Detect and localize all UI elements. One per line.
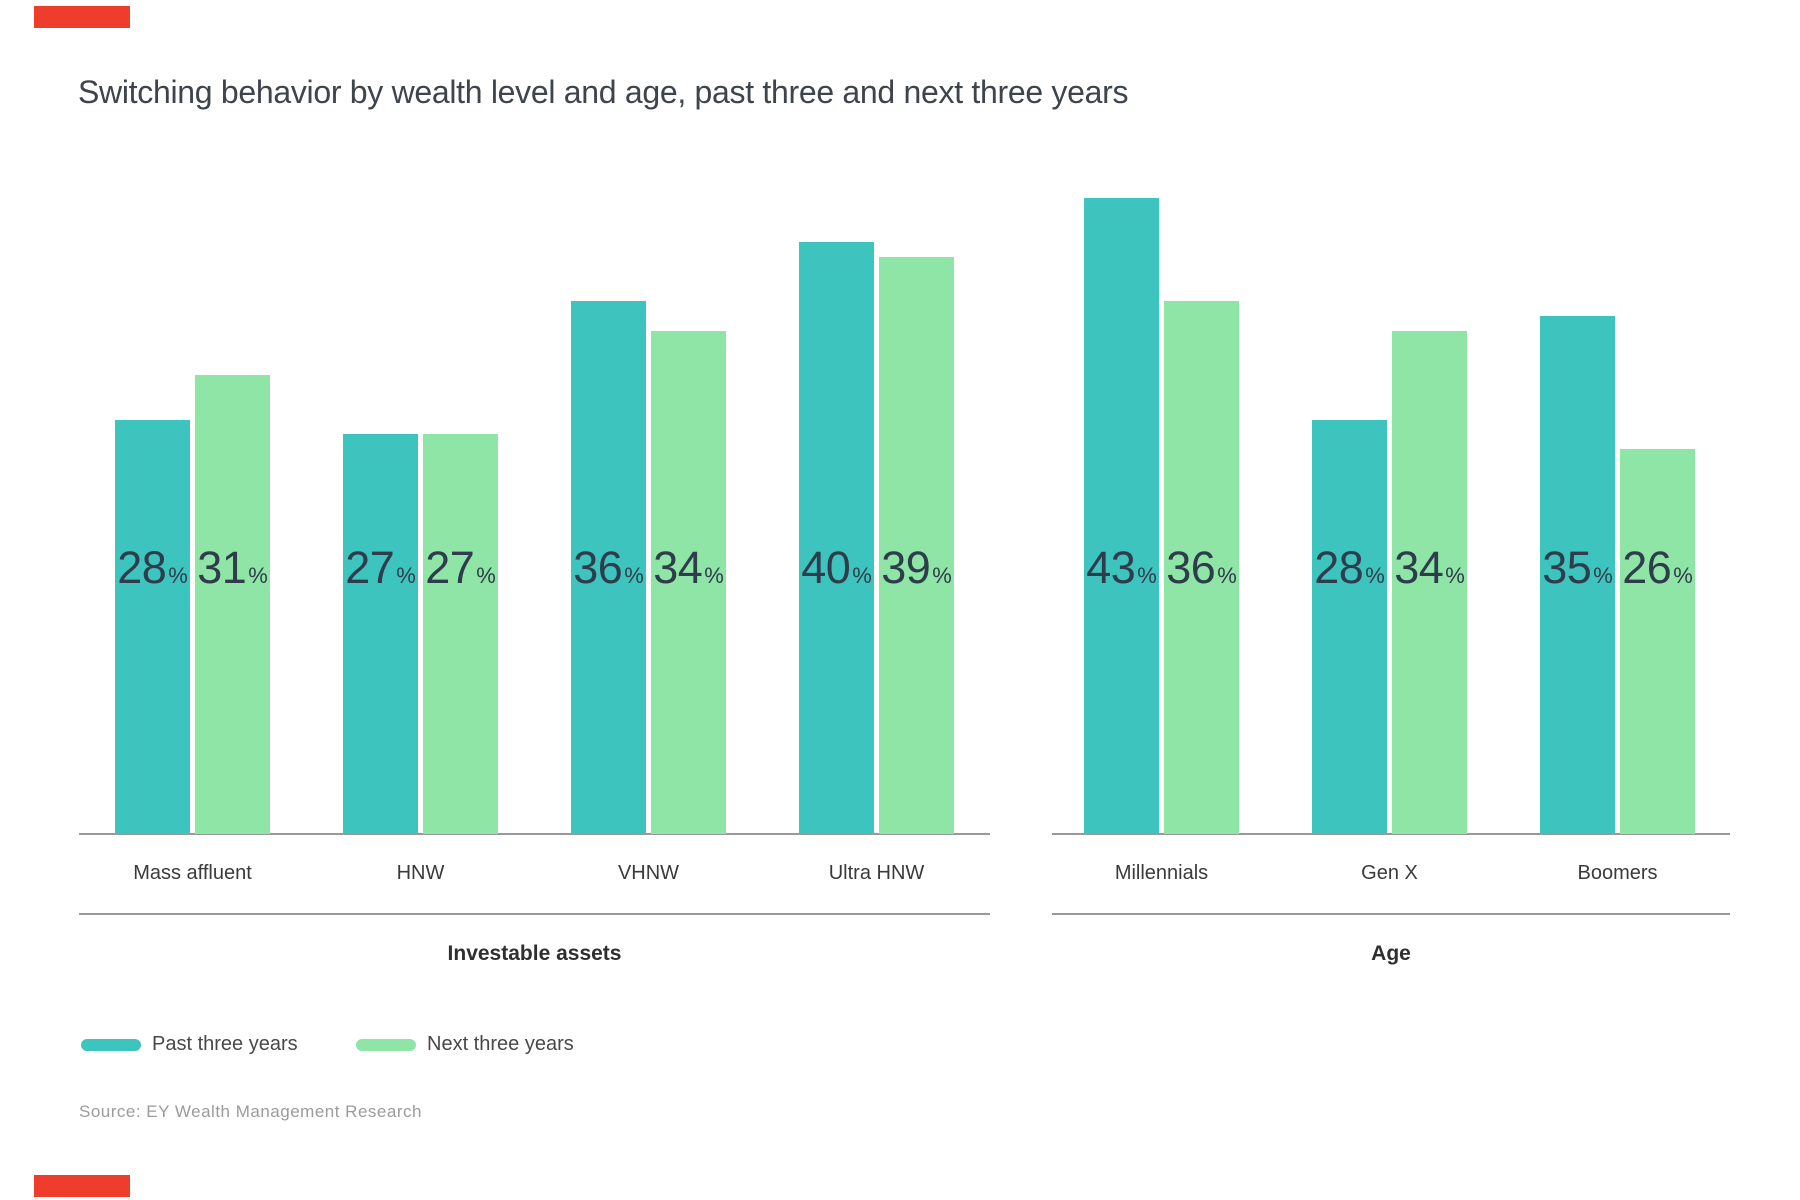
value-label-next-three-years-hnw: 27% [423,545,498,601]
chart-title: Switching behavior by wealth level and a… [78,74,1129,110]
value-number: 40 [801,542,851,593]
x-axis-age [1052,833,1730,835]
bar-next-three-years-vhnw [651,331,726,834]
bar-next-three-years-ultra-hnw [879,257,954,834]
category-label-gen-x: Gen X [1361,862,1418,884]
value-percent-sign: % [1445,563,1465,588]
legend-label-next-three-years: Next three years [427,1033,574,1055]
brand-mark-top-left [34,6,130,28]
bar-past-three-years-millennials [1084,198,1159,834]
category-label-vhnw: VHNW [617,862,680,884]
value-label-next-three-years-vhnw: 34% [651,545,726,601]
bar-past-three-years-mass-affluent [115,420,190,834]
value-number: 35 [1542,542,1592,593]
value-number: 34 [653,542,703,593]
bar-past-three-years-vhnw [571,301,646,834]
value-label-next-three-years-millennials: 36% [1164,545,1239,601]
value-label-past-three-years-gen-x: 28% [1312,545,1387,601]
bar-past-three-years-gen-x [1312,420,1387,834]
category-label-mass-affluent: Mass affluent [133,862,252,884]
legend-item-next-three-years: Next three years [356,1032,574,1057]
category-label-hnw: HNW [396,862,445,884]
value-number: 27 [425,542,475,593]
value-label-next-three-years-ultra-hnw: 39% [879,545,954,601]
value-number: 26 [1622,542,1672,593]
brand-mark-bottom-left [34,1175,130,1197]
legend-swatch-next-three-years [356,1038,416,1051]
bar-past-three-years-hnw [343,434,418,834]
source-note: Source: EY Wealth Management Research [79,1102,422,1121]
x-axis-investable-assets [79,833,990,835]
legend-swatch-past-three-years [81,1038,141,1051]
value-number: 28 [1314,542,1364,593]
value-label-next-three-years-boomers: 26% [1620,545,1695,601]
underline-age [1052,913,1730,915]
value-percent-sign: % [168,563,188,588]
value-number: 39 [881,542,931,593]
value-percent-sign: % [1593,563,1613,588]
value-percent-sign: % [396,563,416,588]
value-number: 31 [197,542,247,593]
bar-past-three-years-ultra-hnw [799,242,874,834]
value-number: 36 [1166,542,1216,593]
bar-next-three-years-gen-x [1392,331,1467,834]
value-percent-sign: % [1137,563,1157,588]
value-percent-sign: % [624,563,644,588]
value-percent-sign: % [476,563,496,588]
category-label-boomers: Boomers [1577,862,1658,884]
value-number: 34 [1394,542,1444,593]
value-number: 36 [573,542,623,593]
value-label-past-three-years-hnw: 27% [343,545,418,601]
bar-next-three-years-hnw [423,434,498,834]
value-label-past-three-years-boomers: 35% [1540,545,1615,601]
value-label-past-three-years-ultra-hnw: 40% [799,545,874,601]
value-percent-sign: % [1673,563,1693,588]
legend-label-past-three-years: Past three years [152,1033,298,1055]
underline-investable-assets [79,913,990,915]
value-percent-sign: % [852,563,872,588]
bar-next-three-years-millennials [1164,301,1239,834]
value-label-past-three-years-millennials: 43% [1084,545,1159,601]
bar-past-three-years-boomers [1540,316,1615,834]
value-label-past-three-years-vhnw: 36% [571,545,646,601]
value-number: 28 [117,542,167,593]
value-percent-sign: % [1217,563,1237,588]
bar-next-three-years-boomers [1620,449,1695,834]
value-label-next-three-years-gen-x: 34% [1392,545,1467,601]
value-label-past-three-years-mass-affluent: 28% [115,545,190,601]
value-number: 27 [345,542,395,593]
value-percent-sign: % [248,563,268,588]
group-title-age: Age [1371,942,1411,965]
category-label-ultra-hnw: Ultra HNW [828,862,925,884]
bar-next-three-years-mass-affluent [195,375,270,834]
value-number: 43 [1086,542,1136,593]
group-title-investable-assets: Investable assets [447,942,622,965]
value-percent-sign: % [704,563,724,588]
value-percent-sign: % [932,563,952,588]
value-label-next-three-years-mass-affluent: 31% [195,545,270,601]
legend-item-past-three-years: Past three years [81,1032,298,1057]
value-percent-sign: % [1365,563,1385,588]
category-label-millennials: Millennials [1114,862,1209,884]
